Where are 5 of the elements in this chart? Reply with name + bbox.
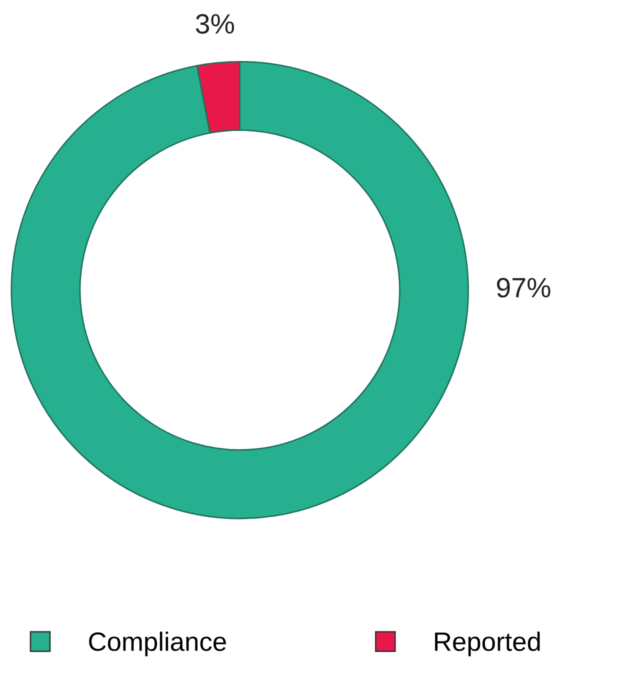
data-label: 3% — [196, 14, 234, 34]
donut-slice — [10, 60, 469, 520]
legend-label: Reported — [435, 632, 540, 656]
legend-label: Compliance — [89, 632, 226, 656]
data-label: 97% — [496, 278, 550, 298]
